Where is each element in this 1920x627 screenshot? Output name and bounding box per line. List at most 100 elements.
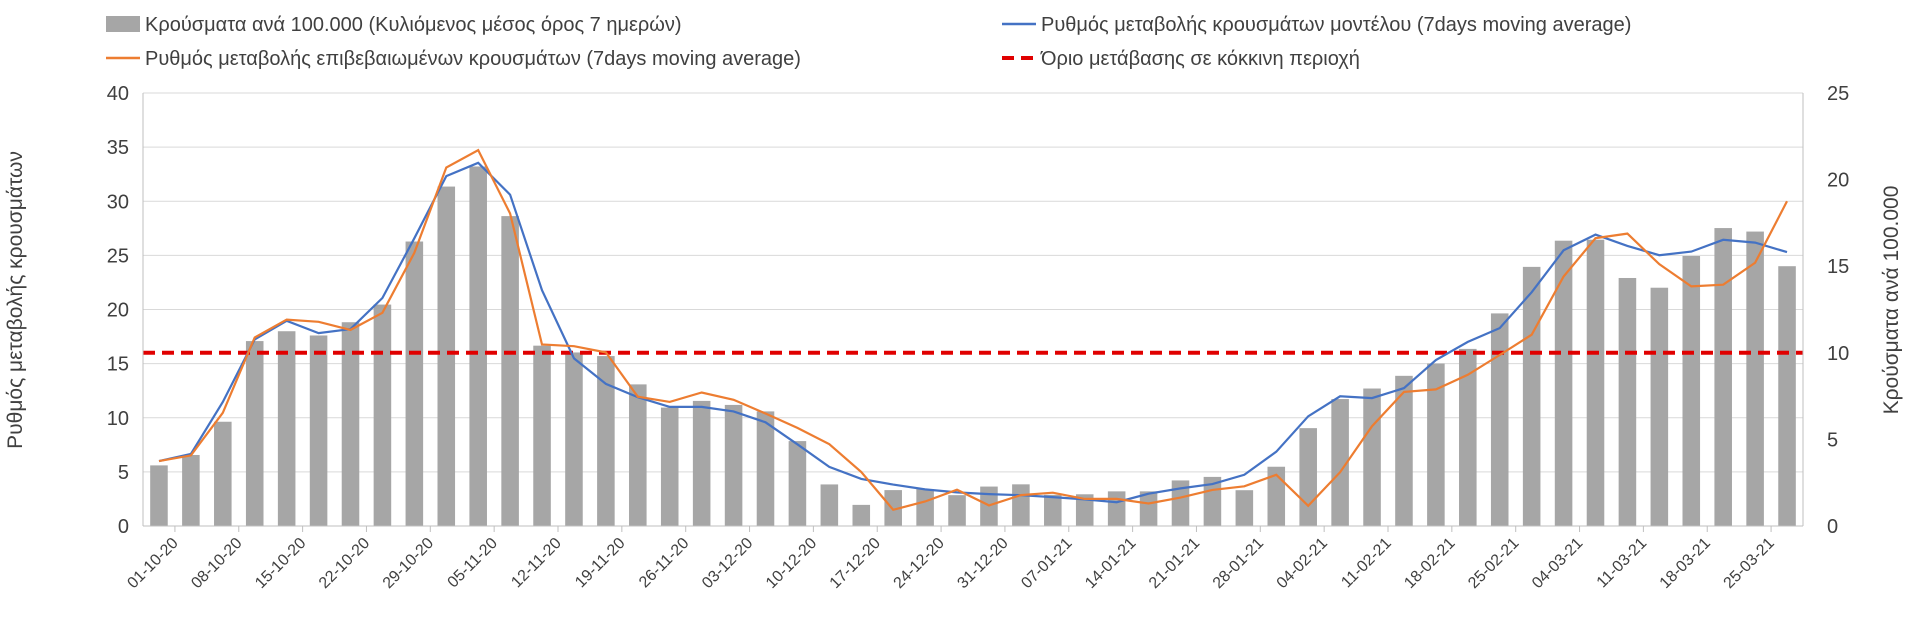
bar [724, 404, 743, 526]
bar [692, 400, 711, 526]
legend-swatch-bars [106, 16, 140, 32]
x-tick-label: 11-02-21 [1338, 535, 1395, 592]
bar [1586, 239, 1605, 527]
confirmed-line [158, 148, 1788, 512]
bar [1427, 363, 1445, 526]
legend-item-threshold: Όριο μετάβασης σε κόκκινη περιοχή [1002, 48, 1360, 70]
legend-item-model: Ρυθμός μεταβολής κρουσμάτων μοντέλου (7d… [1002, 14, 1631, 36]
left-tick-label: 35 [107, 137, 129, 159]
legend-label-model: Ρυθμός μεταβολής κρουσμάτων μοντέλου (7d… [1041, 14, 1631, 36]
bar [788, 441, 807, 526]
x-tick-label: 01-10-20 [124, 535, 181, 592]
bar-series [150, 166, 1796, 527]
bar [1778, 266, 1796, 526]
x-tick-label: 04-03-21 [1529, 535, 1586, 592]
x-tick-label: 19-11-20 [572, 535, 629, 592]
bar [533, 345, 551, 526]
bar [1395, 375, 1413, 526]
right-tick-label: 25 [1827, 83, 1849, 105]
bar [1682, 256, 1701, 526]
bar [916, 489, 934, 526]
x-tick-label: 24-12-20 [891, 535, 948, 592]
bar [437, 186, 456, 527]
bar [1618, 277, 1637, 526]
left-tick-label: 30 [107, 191, 129, 213]
left-tick-label: 25 [107, 245, 129, 267]
legend: Κρούσματα ανά 100.000 (Κυλιόμενος μέσος … [106, 14, 1631, 70]
bar [1299, 428, 1317, 526]
legend-label-confirmed: Ρυθμός μεταβολής επιβεβαιωμένων κρουσμάτ… [145, 48, 801, 70]
bar [820, 484, 839, 526]
bar [1107, 491, 1126, 526]
bar [277, 331, 296, 526]
x-tick-label: 04-02-21 [1274, 535, 1331, 592]
x-tick-label: 25-02-21 [1465, 535, 1522, 592]
bar [1522, 266, 1541, 526]
left-tick-label: 15 [107, 354, 129, 376]
gridlines [143, 92, 1803, 473]
plot-area: 0 5 10 15 20 25 30 35 40 0 5 10 15 20 25 01-10-20 08-1… [107, 83, 1850, 592]
x-tick-label: 18-03-21 [1657, 535, 1714, 592]
x-tick-label: 28-01-21 [1210, 535, 1267, 592]
bar [1554, 240, 1573, 527]
x-tick-label: 31-12-20 [954, 535, 1011, 592]
bar [469, 166, 487, 527]
right-tick-label: 15 [1827, 256, 1849, 278]
x-tick-label: 26-11-20 [636, 535, 693, 592]
bar [214, 421, 232, 526]
x-tick-label: 14-01-21 [1082, 535, 1139, 592]
bar [1490, 313, 1509, 526]
bar [852, 504, 871, 526]
x-tick-label: 12-11-20 [508, 535, 565, 592]
bar [948, 495, 966, 526]
left-tick-label: 0 [118, 516, 129, 538]
x-tick-label: 17-12-20 [827, 535, 884, 592]
left-tick-label: 10 [107, 408, 129, 430]
x-tick-label: 08-10-20 [188, 535, 245, 592]
bar [1235, 490, 1254, 526]
right-tick-label: 5 [1827, 429, 1838, 451]
right-tick-label: 0 [1827, 516, 1838, 538]
x-tick-label: 18-02-21 [1401, 535, 1458, 592]
bar [1746, 231, 1764, 526]
x-axis-ticks: 01-10-20 08-10-20 15-10-20 22-10-20 29-10-20… [124, 526, 1778, 592]
bar [1267, 466, 1286, 526]
bar [1139, 491, 1158, 526]
x-tick-label: 11-03-21 [1594, 535, 1651, 592]
right-axis-title: Κρούσματα ανά 100.000 [1880, 186, 1903, 415]
left-axis-ticks: 0 5 10 15 20 25 30 35 40 [107, 83, 129, 538]
bar [182, 454, 200, 526]
x-tick-label: 15-10-20 [252, 535, 309, 592]
x-tick-label: 07-01-21 [1018, 535, 1075, 592]
x-tick-label: 05-11-20 [445, 535, 502, 592]
bar [884, 490, 902, 526]
right-axis-ticks: 0 5 10 15 20 25 [1827, 83, 1849, 538]
bar [756, 411, 775, 526]
bar [660, 407, 679, 526]
bar [405, 241, 424, 526]
bar [1459, 348, 1477, 526]
left-tick-label: 40 [107, 83, 129, 105]
bar [1044, 494, 1062, 526]
bar [597, 356, 615, 526]
bar [150, 465, 168, 526]
bar [1650, 287, 1669, 526]
x-tick-label: 29-10-20 [380, 535, 437, 592]
x-tick-label: 21-01-21 [1146, 535, 1203, 592]
left-tick-label: 5 [118, 462, 129, 484]
x-tick-label: 25-03-21 [1721, 535, 1778, 592]
bar [629, 384, 647, 526]
x-tick-label: 22-10-20 [316, 535, 373, 592]
bar [1012, 484, 1030, 526]
bar [341, 322, 360, 526]
model-line [158, 161, 1788, 504]
legend-label-bars: Κρούσματα ανά 100.000 (Κυλιόμενος μέσος … [145, 14, 682, 36]
right-tick-label: 20 [1827, 170, 1849, 192]
bar [373, 304, 392, 526]
axes [142, 93, 1804, 527]
legend-item-bars: Κρούσματα ανά 100.000 (Κυλιόμενος μέσος … [106, 14, 682, 36]
left-tick-label: 20 [107, 300, 129, 322]
bar [309, 335, 328, 526]
bar [1331, 399, 1349, 526]
